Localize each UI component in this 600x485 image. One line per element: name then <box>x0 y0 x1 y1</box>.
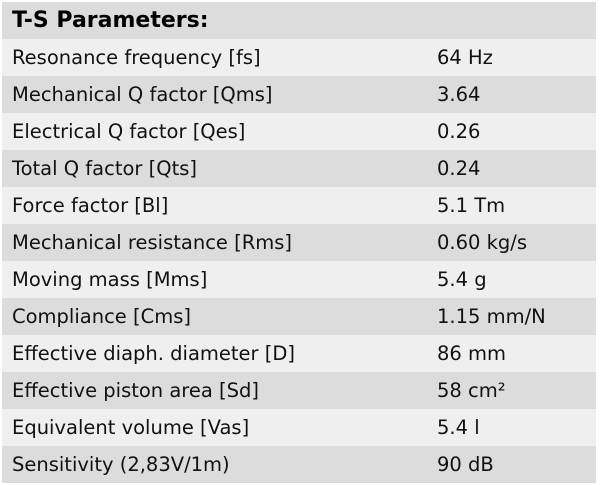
parameter-value: 0.24 <box>437 157 481 180</box>
parameter-label: Moving mass [Mms] <box>12 268 208 291</box>
parameter-value: 0.26 <box>437 120 481 143</box>
parameter-label: Mechanical Q factor [Qms] <box>12 83 273 106</box>
table-title: T-S Parameters: <box>2 2 596 39</box>
parameter-label: Mechanical resistance [Rms] <box>12 231 293 254</box>
parameter-value: 5.4 l <box>437 416 480 439</box>
parameter-value: 1.15 mm/N <box>437 305 546 328</box>
table-row: Equivalent volume [Vas] 5.4 l <box>2 409 596 446</box>
parameter-label: Effective diaph. diameter [D] <box>12 342 295 365</box>
table-body: Resonance frequency [fs] 64 Hz Mechanical … <box>2 39 596 483</box>
parameter-value: 90 dB <box>437 453 494 476</box>
parameter-label: Effective piston area [Sd] <box>12 379 260 402</box>
parameter-label: Equivalent volume [Vas] <box>12 416 250 439</box>
table-row: Resonance frequency [fs] 64 Hz <box>2 39 596 76</box>
table-row: Sensitivity (2,83V/1m) 90 dB <box>2 446 596 483</box>
parameter-label: Resonance frequency [fs] <box>12 46 261 69</box>
table-row: Compliance [Cms] 1.15 mm/N <box>2 298 596 335</box>
table-row: Mechanical Q factor [Qms] 3.64 <box>2 76 596 113</box>
table-row: Effective diaph. diameter [D] 86 mm <box>2 335 596 372</box>
table-row: Force factor [Bl] 5.1 Tm <box>2 187 596 224</box>
parameter-label: Force factor [Bl] <box>12 194 169 217</box>
parameter-value: 3.64 <box>437 83 481 106</box>
parameter-label: Compliance [Cms] <box>12 305 191 328</box>
parameter-label: Sensitivity (2,83V/1m) <box>12 453 230 476</box>
parameter-value: 5.1 Tm <box>437 194 506 217</box>
parameter-value: 0.60 kg/s <box>437 231 528 254</box>
table-row: Moving mass [Mms] 5.4 g <box>2 261 596 298</box>
parameter-value: 58 cm² <box>437 379 506 402</box>
parameter-value: 86 mm <box>437 342 507 365</box>
table-row: Mechanical resistance [Rms] 0.60 kg/s <box>2 224 596 261</box>
table-row: Electrical Q factor [Qes] 0.26 <box>2 113 596 150</box>
parameter-value: 5.4 g <box>437 268 487 291</box>
parameter-value: 64 Hz <box>437 46 493 69</box>
parameter-label: Total Q factor [Qts] <box>12 157 197 180</box>
parameter-label: Electrical Q factor [Qes] <box>12 120 246 143</box>
table-row: Total Q factor [Qts] 0.24 <box>2 150 596 187</box>
table-row: Effective piston area [Sd] 58 cm² <box>2 372 596 409</box>
